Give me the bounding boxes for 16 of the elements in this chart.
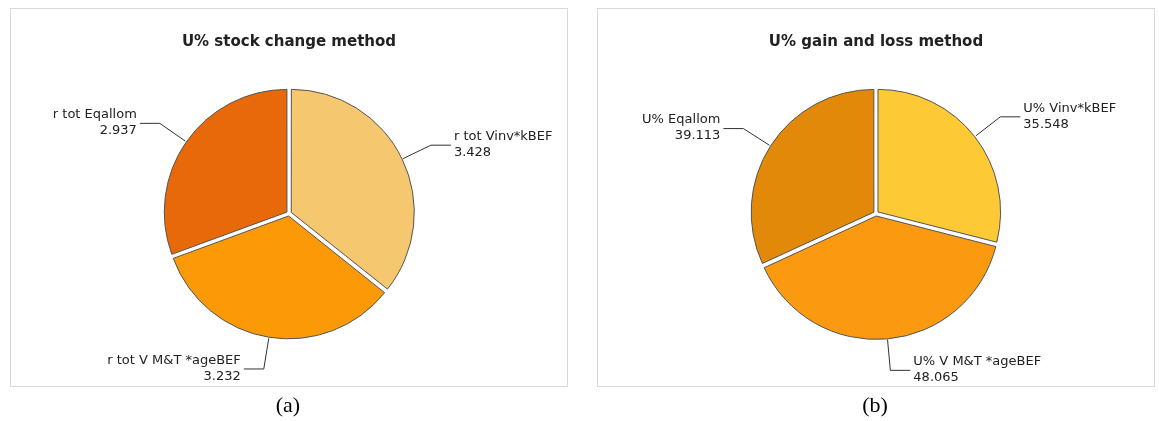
text: (b): [861, 392, 889, 418]
data-label: 3.428: [453, 144, 492, 160]
data-label: 39.113: [674, 127, 721, 143]
slice-label: U% Vinv*kBEF: [1023, 99, 1117, 115]
slice-label: r tot Eqallom: [52, 106, 137, 122]
slice-label: U% Eqallom: [642, 111, 721, 127]
chart-title: U% gain and loss method: [768, 31, 984, 50]
text: (a): [274, 392, 302, 418]
data-label: 48.065: [913, 369, 959, 385]
slice-label: U% V M&T *ageBEF: [913, 353, 1042, 369]
data-label: 3.232: [203, 367, 241, 383]
data-label: 35.548: [1023, 115, 1069, 131]
chart-title: U% stock change method: [181, 31, 397, 50]
slice-label: r tot V M&T *ageBEF: [107, 351, 241, 367]
slice-label: r tot Vinv*kBEF: [453, 128, 553, 144]
data-label: 2.937: [99, 122, 137, 138]
